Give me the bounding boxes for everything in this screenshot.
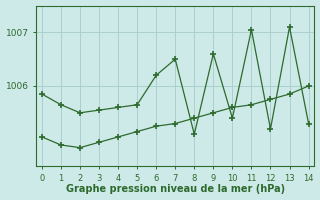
X-axis label: Graphe pression niveau de la mer (hPa): Graphe pression niveau de la mer (hPa) [66,184,285,194]
